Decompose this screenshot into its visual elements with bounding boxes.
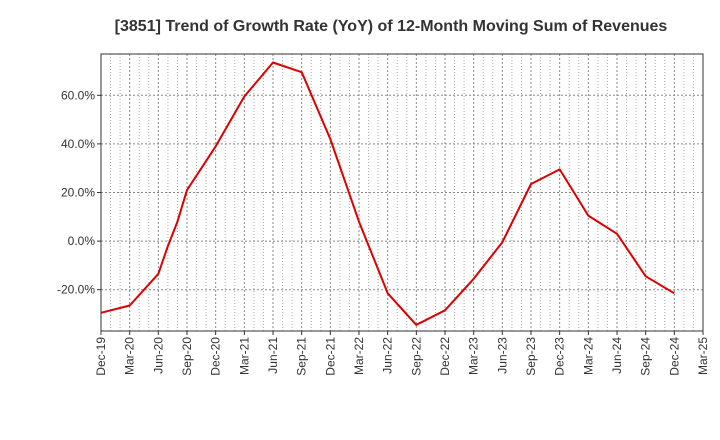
x-tick-label: Dec-23 [553, 337, 567, 376]
x-tick-label: Jun-23 [495, 337, 509, 374]
y-tick-label: 20.0% [61, 186, 95, 200]
y-tick-label: 60.0% [61, 88, 95, 102]
x-tick-label: Mar-21 [237, 337, 251, 375]
x-tick-label: Dec-22 [438, 337, 452, 376]
x-tick-label: Sep-21 [295, 337, 309, 376]
x-tick-label: Sep-22 [409, 337, 423, 376]
y-tick-label: -20.0% [57, 283, 95, 297]
x-tick-label: Jun-22 [381, 337, 395, 374]
x-tick-label: Dec-19 [94, 337, 108, 376]
y-axis: 60.0% 40.0% 20.0% 0.0% -20.0% [57, 88, 101, 297]
x-tick-label: Jun-20 [151, 337, 165, 374]
x-tick-label: Mar-25 [696, 337, 710, 375]
x-tick-label: Jun-21 [266, 337, 280, 374]
x-tick-label: Dec-20 [209, 337, 223, 376]
x-tick-label: Mar-24 [581, 337, 595, 375]
chart-title: [3851] Trend of Growth Rate (YoY) of 12-… [115, 18, 668, 35]
x-tick-label: Dec-21 [323, 337, 337, 376]
x-tick-label: Sep-20 [180, 337, 194, 376]
x-tick-label: Jun-24 [610, 337, 624, 374]
x-tick-label: Mar-22 [352, 337, 366, 375]
grid [101, 54, 703, 331]
x-tick-label: Sep-24 [639, 337, 653, 376]
x-tick-label: Mar-23 [467, 337, 481, 375]
x-tick-label: Dec-24 [667, 337, 681, 376]
x-tick-label: Sep-23 [524, 337, 538, 376]
x-axis: Dec-19 Mar-20 Jun-20 Sep-20 Dec-20 Mar-21 Jun-… [94, 331, 710, 376]
x-tick-label: Mar-20 [123, 337, 137, 375]
y-tick-label: 40.0% [61, 137, 95, 151]
y-tick-label: 0.0% [68, 234, 96, 248]
